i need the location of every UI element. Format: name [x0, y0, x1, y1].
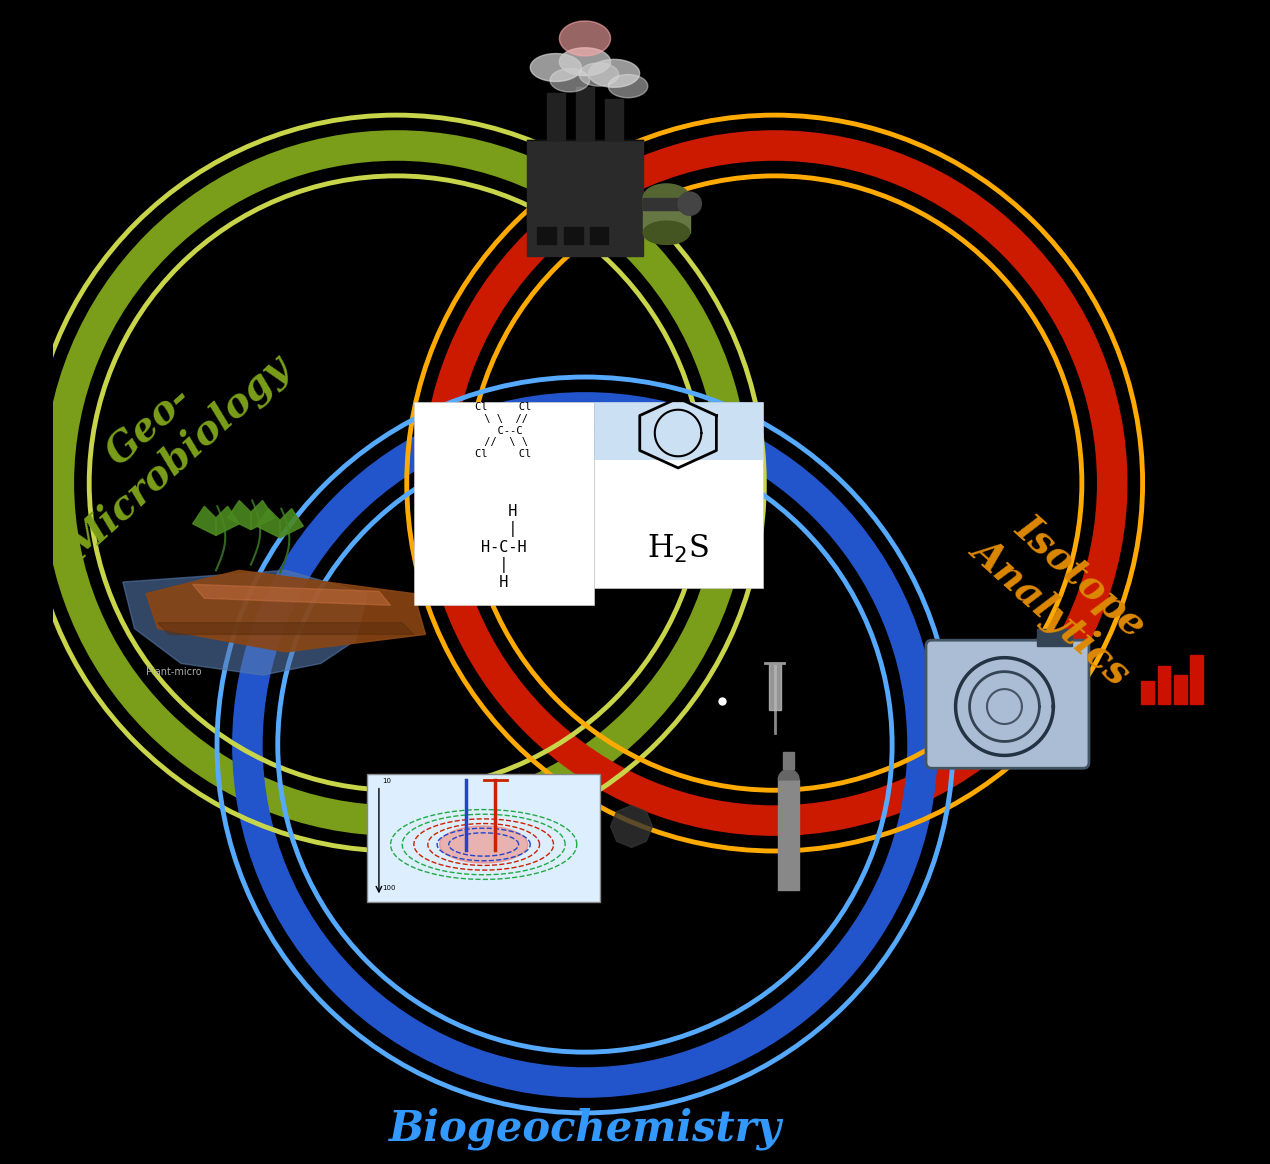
Text: Isotope
Analytics: Isotope Analytics	[964, 496, 1167, 691]
Polygon shape	[527, 140, 643, 256]
Text: H$_2$S: H$_2$S	[648, 533, 709, 566]
Polygon shape	[768, 663, 781, 710]
Polygon shape	[1142, 681, 1154, 704]
Polygon shape	[564, 227, 583, 244]
Text: H
  |
H-C-H
  |  
  H: H | H-C-H | H	[480, 504, 526, 590]
Polygon shape	[279, 509, 304, 538]
Polygon shape	[531, 54, 582, 81]
Polygon shape	[559, 21, 611, 56]
Polygon shape	[1173, 675, 1186, 704]
Polygon shape	[193, 584, 391, 605]
Polygon shape	[678, 192, 701, 215]
Polygon shape	[537, 227, 556, 244]
Polygon shape	[216, 506, 239, 535]
Polygon shape	[439, 826, 528, 863]
Polygon shape	[1158, 666, 1171, 704]
Polygon shape	[643, 184, 690, 212]
Text: Geo-
Microbiology: Geo- Microbiology	[29, 315, 297, 569]
Polygon shape	[251, 501, 274, 530]
Polygon shape	[1036, 629, 1072, 646]
Polygon shape	[643, 198, 690, 233]
Polygon shape	[588, 59, 640, 87]
Polygon shape	[643, 221, 690, 244]
Polygon shape	[1190, 655, 1203, 704]
Polygon shape	[611, 805, 653, 847]
FancyBboxPatch shape	[594, 402, 763, 460]
FancyBboxPatch shape	[367, 774, 601, 902]
Text: 10: 10	[382, 779, 391, 785]
FancyBboxPatch shape	[594, 402, 763, 588]
Polygon shape	[782, 752, 795, 769]
Polygon shape	[608, 74, 648, 98]
Text: Biogeochemistry: Biogeochemistry	[389, 1108, 781, 1150]
Text: Cl     Cl
 \ \  //
  C--C
 //  \ \
Cl     Cl: Cl Cl \ \ // C--C // \ \ Cl Cl	[475, 403, 532, 459]
Polygon shape	[550, 69, 589, 92]
Polygon shape	[643, 198, 690, 210]
Polygon shape	[575, 87, 594, 140]
Polygon shape	[157, 623, 414, 634]
Polygon shape	[257, 509, 279, 538]
Polygon shape	[579, 63, 618, 86]
Polygon shape	[779, 780, 799, 890]
FancyBboxPatch shape	[414, 402, 594, 605]
Polygon shape	[546, 93, 565, 140]
Polygon shape	[123, 570, 367, 675]
Polygon shape	[589, 227, 608, 244]
Polygon shape	[146, 570, 425, 652]
Text: Plant-micro: Plant-micro	[146, 667, 202, 676]
Polygon shape	[559, 48, 611, 76]
Text: 100: 100	[382, 886, 396, 892]
Polygon shape	[779, 769, 799, 780]
FancyBboxPatch shape	[926, 640, 1088, 768]
Polygon shape	[605, 99, 624, 140]
Polygon shape	[227, 501, 251, 530]
Polygon shape	[193, 506, 216, 535]
